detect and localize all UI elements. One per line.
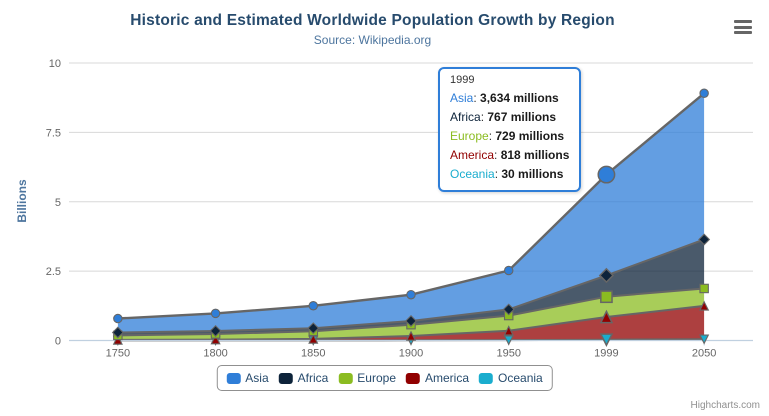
tooltip-series-name: America [450, 148, 495, 162]
point-marker-africa-2050[interactable] [698, 233, 711, 246]
point-marker-africa-1850[interactable] [307, 322, 320, 335]
legend: Asia Africa Europe America Oceania [216, 365, 553, 391]
point-marker-africa-1800[interactable] [209, 325, 222, 337]
point-marker-america-1850[interactable] [308, 333, 319, 344]
point-marker-america-1950[interactable] [503, 325, 514, 336]
tooltip-series-name: Africa [450, 110, 481, 124]
legend-label: Africa [297, 371, 329, 385]
legend-swatch-europe [338, 372, 353, 384]
x-axis-label-1999: 1999 [594, 348, 618, 360]
hamburger-icon [734, 25, 752, 29]
point-marker-oceania-1999[interactable] [599, 333, 614, 347]
tooltip-row-oceania: Oceania: 30 millions [450, 167, 564, 181]
legend-swatch-africa [278, 372, 293, 384]
point-marker-asia-1950[interactable] [503, 265, 514, 276]
tooltip-row-asia: Asia: 3,634 millions [450, 91, 559, 105]
tooltip-series-value: 818 millions [500, 148, 570, 162]
legend-label: Europe [357, 371, 397, 385]
tooltip-row-europe: Europe: 729 millions [450, 129, 565, 143]
legend-label: Asia [245, 371, 269, 385]
tooltip-row-africa: Africa: 767 millions [450, 110, 557, 124]
x-axis-label-1950: 1950 [496, 348, 520, 360]
point-marker-oceania-2050[interactable] [699, 334, 710, 345]
point-marker-america-2050[interactable] [699, 300, 710, 311]
tooltip-series-value: 3,634 millions [480, 91, 559, 105]
tooltip-header: 1999 [450, 74, 475, 86]
point-marker-asia-1850[interactable] [308, 301, 319, 311]
point-marker-europe-1999[interactable] [600, 290, 613, 304]
hamburger-icon [734, 31, 752, 34]
point-marker-africa-1750[interactable] [111, 326, 124, 339]
point-marker-europe-2050[interactable] [699, 283, 709, 294]
tooltip-series-name: Asia [450, 91, 474, 105]
area-series-america[interactable] [117, 305, 705, 341]
tooltip-series-name: Oceania [450, 167, 495, 181]
area-series-asia[interactable] [117, 93, 705, 333]
tooltip-series-value: 767 millions [487, 110, 557, 124]
chart-subtitle: Source: Wikipedia.org [313, 33, 432, 47]
legend-label: Oceania [498, 371, 543, 385]
x-axis-label-1900: 1900 [399, 348, 423, 360]
y-axis-title: Billions [15, 179, 29, 223]
legend-item-europe[interactable]: Europe [338, 371, 396, 385]
point-marker-oceania-1950[interactable] [503, 335, 514, 346]
legend-item-america[interactable]: America [406, 371, 469, 385]
legend-swatch-asia [226, 372, 241, 384]
point-marker-asia-1999[interactable] [597, 165, 616, 184]
legend-label: America [425, 371, 470, 385]
area-series-africa[interactable] [117, 239, 705, 336]
tooltip-rows: Asia: 3,634 millions Africa: 767 millions… [450, 89, 569, 184]
y-axis-label-10: 10 [49, 58, 61, 70]
point-marker-america-1999[interactable] [599, 309, 614, 324]
legend-item-asia[interactable]: Asia [226, 371, 269, 385]
point-marker-africa-1950[interactable] [502, 303, 515, 316]
x-axis-label-2050: 2050 [692, 348, 716, 360]
tooltip: 1999 Asia: 3,634 millions Africa: 767 mil… [438, 67, 582, 192]
point-marker-africa-1999[interactable] [598, 267, 615, 284]
legend-swatch-oceania [479, 372, 494, 384]
y-axis-label-0: 0 [55, 336, 61, 348]
point-marker-africa-1900[interactable] [405, 315, 417, 327]
legend-item-africa[interactable]: Africa [278, 371, 329, 385]
tooltip-row-america: America: 818 millions [450, 148, 570, 162]
point-marker-asia-1900[interactable] [406, 289, 416, 300]
export-menu-button[interactable] [734, 20, 752, 34]
x-axis-label-1800: 1800 [203, 348, 227, 360]
y-axis-label-2.5: 2.5 [46, 266, 61, 278]
point-marker-asia-1750[interactable] [113, 313, 123, 324]
tooltip-series-value: 30 millions [501, 167, 564, 181]
legend-item-oceania[interactable]: Oceania [479, 371, 543, 385]
point-marker-asia-1800[interactable] [210, 308, 221, 319]
point-marker-america-1800[interactable] [210, 334, 221, 345]
y-axis-label-7.5: 7.5 [46, 127, 61, 139]
chart-title: Historic and Estimated Worldwide Populat… [130, 12, 615, 29]
tooltip-series-value: 729 millions [495, 129, 565, 143]
y-axis-label-5: 5 [55, 197, 61, 209]
credits-link[interactable]: Highcharts.com [690, 400, 760, 411]
point-marker-asia-2050[interactable] [699, 88, 709, 99]
legend-swatch-america [406, 372, 421, 384]
tooltip-series-name: Europe [450, 129, 489, 143]
hamburger-icon [734, 20, 752, 23]
point-marker-america-1900[interactable] [405, 330, 417, 341]
x-axis-label-1750: 1750 [106, 348, 130, 360]
x-axis-label-1850: 1850 [301, 348, 325, 360]
